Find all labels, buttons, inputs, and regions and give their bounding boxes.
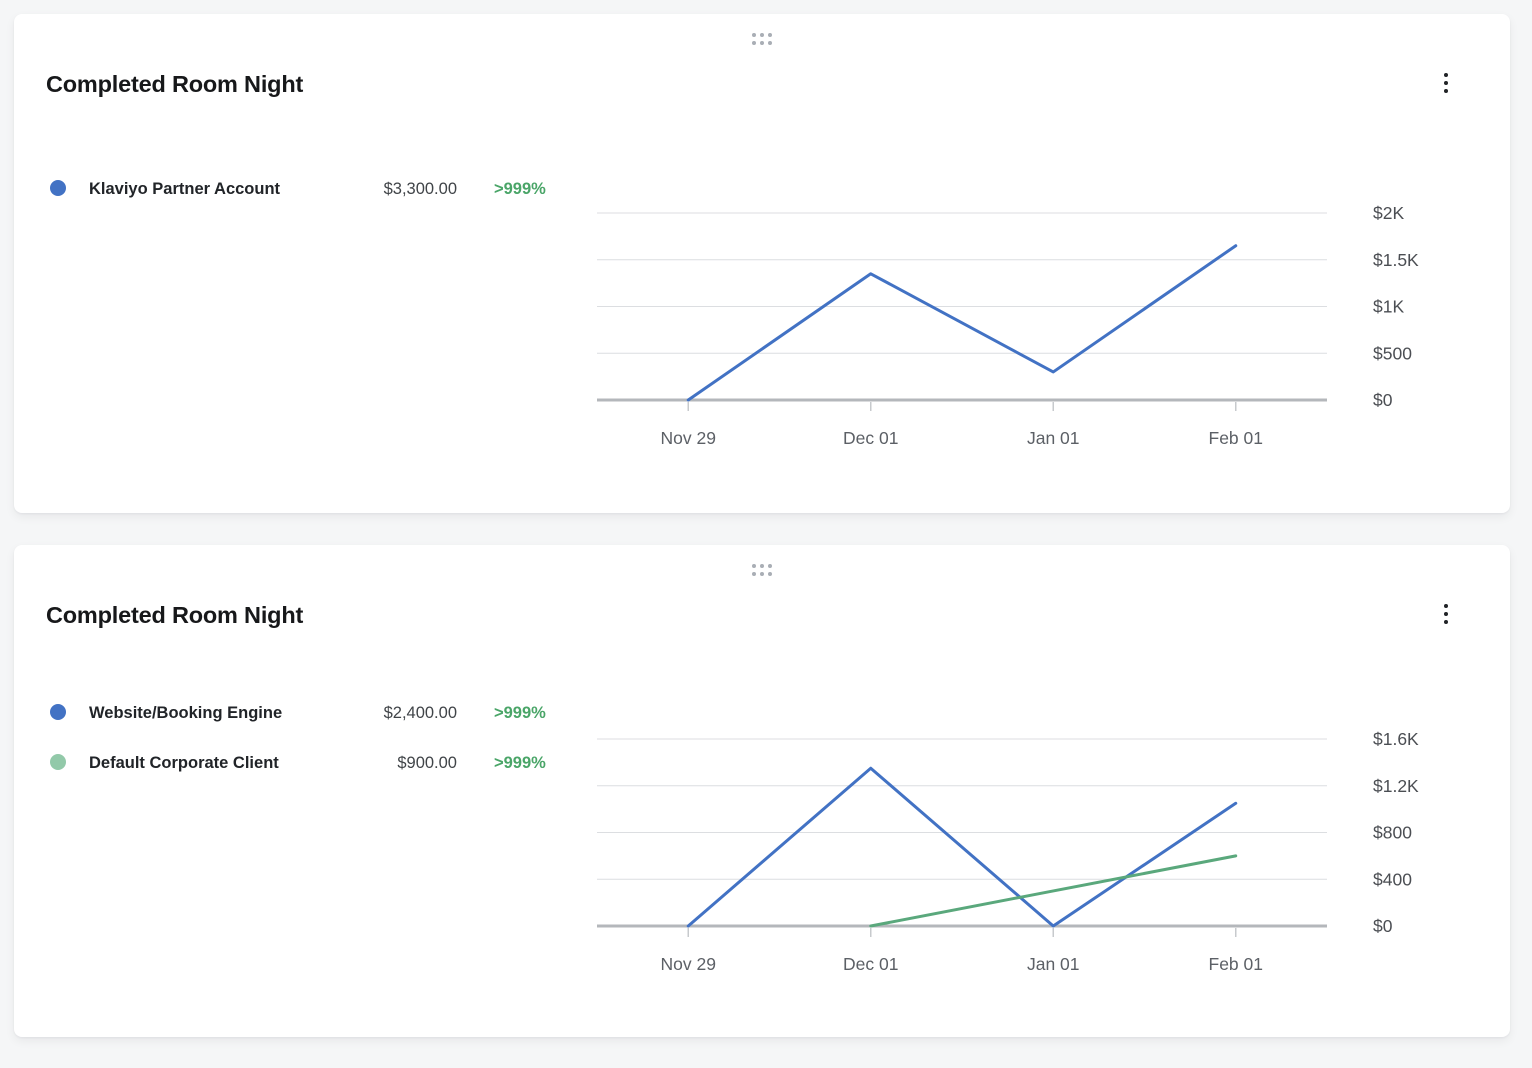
series-label: Default Corporate Client <box>89 754 279 772</box>
card-title: Completed Room Night <box>46 602 304 628</box>
chart-legend: Klaviyo Partner Account $3,300.00 >999% <box>50 176 546 226</box>
y-axis-tick-label: $400 <box>1373 869 1412 889</box>
drag-handle-icon[interactable] <box>746 29 778 49</box>
x-axis-tick-label: Feb 01 <box>1209 428 1263 448</box>
series-change-badge: >999% <box>494 704 546 722</box>
y-axis-tick-label: $500 <box>1373 343 1412 363</box>
line-chart[interactable]: $1.6K $1.2K $800 $400 $0 Nov 29 Dec 01 Jan 01 Fe… <box>597 690 1477 990</box>
card-title: Completed Room Night <box>46 71 304 97</box>
series-change-badge: >999% <box>494 180 546 198</box>
series-color-dot <box>50 180 66 196</box>
series-line <box>686 244 1238 402</box>
y-axis-tick-label: $0 <box>1373 390 1393 410</box>
legend-item[interactable]: Website/Booking Engine $2,400.00 >999% <box>50 700 546 726</box>
x-axis-tick-label: Jan 01 <box>1027 954 1080 974</box>
metric-card: Completed Room Night Klaviyo Partner Acc… <box>14 14 1510 513</box>
line-chart[interactable]: $2K $1.5K $1K $500 $0 Nov 29 Dec 01 Jan 01 Feb 0… <box>597 164 1477 464</box>
y-axis-tick-label: $800 <box>1373 823 1412 843</box>
series-line <box>686 766 1238 928</box>
x-axis-tick-label: Dec 01 <box>843 428 898 448</box>
y-axis-tick-label: $1.2K <box>1373 776 1419 796</box>
series-label: Klaviyo Partner Account <box>89 180 281 198</box>
series-value: $3,300.00 <box>383 180 457 198</box>
kebab-menu-icon[interactable] <box>1432 66 1460 100</box>
series-value: $2,400.00 <box>383 704 457 722</box>
chart-legend: Website/Booking Engine $2,400.00 >999% Defa… <box>50 700 546 800</box>
y-axis-tick-label: $0 <box>1373 916 1393 936</box>
metric-card: Completed Room Night Website/Booking Eng… <box>14 545 1510 1037</box>
legend-item[interactable]: Default Corporate Client $900.00 >999% <box>50 750 546 776</box>
drag-handle-icon[interactable] <box>746 560 778 580</box>
x-axis-tick-label: Dec 01 <box>843 954 898 974</box>
x-axis-tick-label: Feb 01 <box>1209 954 1263 974</box>
series-change-badge: >999% <box>494 754 546 772</box>
series-value: $900.00 <box>397 754 457 772</box>
x-axis-tick-label: Nov 29 <box>661 428 716 448</box>
series-color-dot <box>50 704 66 720</box>
y-axis-tick-label: $1.5K <box>1373 250 1419 270</box>
y-axis-tick-label: $1K <box>1373 297 1404 317</box>
y-axis-tick-label: $1.6K <box>1373 729 1419 749</box>
kebab-menu-icon[interactable] <box>1432 597 1460 631</box>
x-axis-tick-label: Jan 01 <box>1027 428 1080 448</box>
series-line <box>869 854 1238 928</box>
y-axis-tick-label: $2K <box>1373 203 1404 223</box>
legend-item[interactable]: Klaviyo Partner Account $3,300.00 >999% <box>50 176 546 202</box>
series-label: Website/Booking Engine <box>89 704 283 722</box>
x-axis-tick-label: Nov 29 <box>661 954 716 974</box>
series-color-dot <box>50 754 66 770</box>
